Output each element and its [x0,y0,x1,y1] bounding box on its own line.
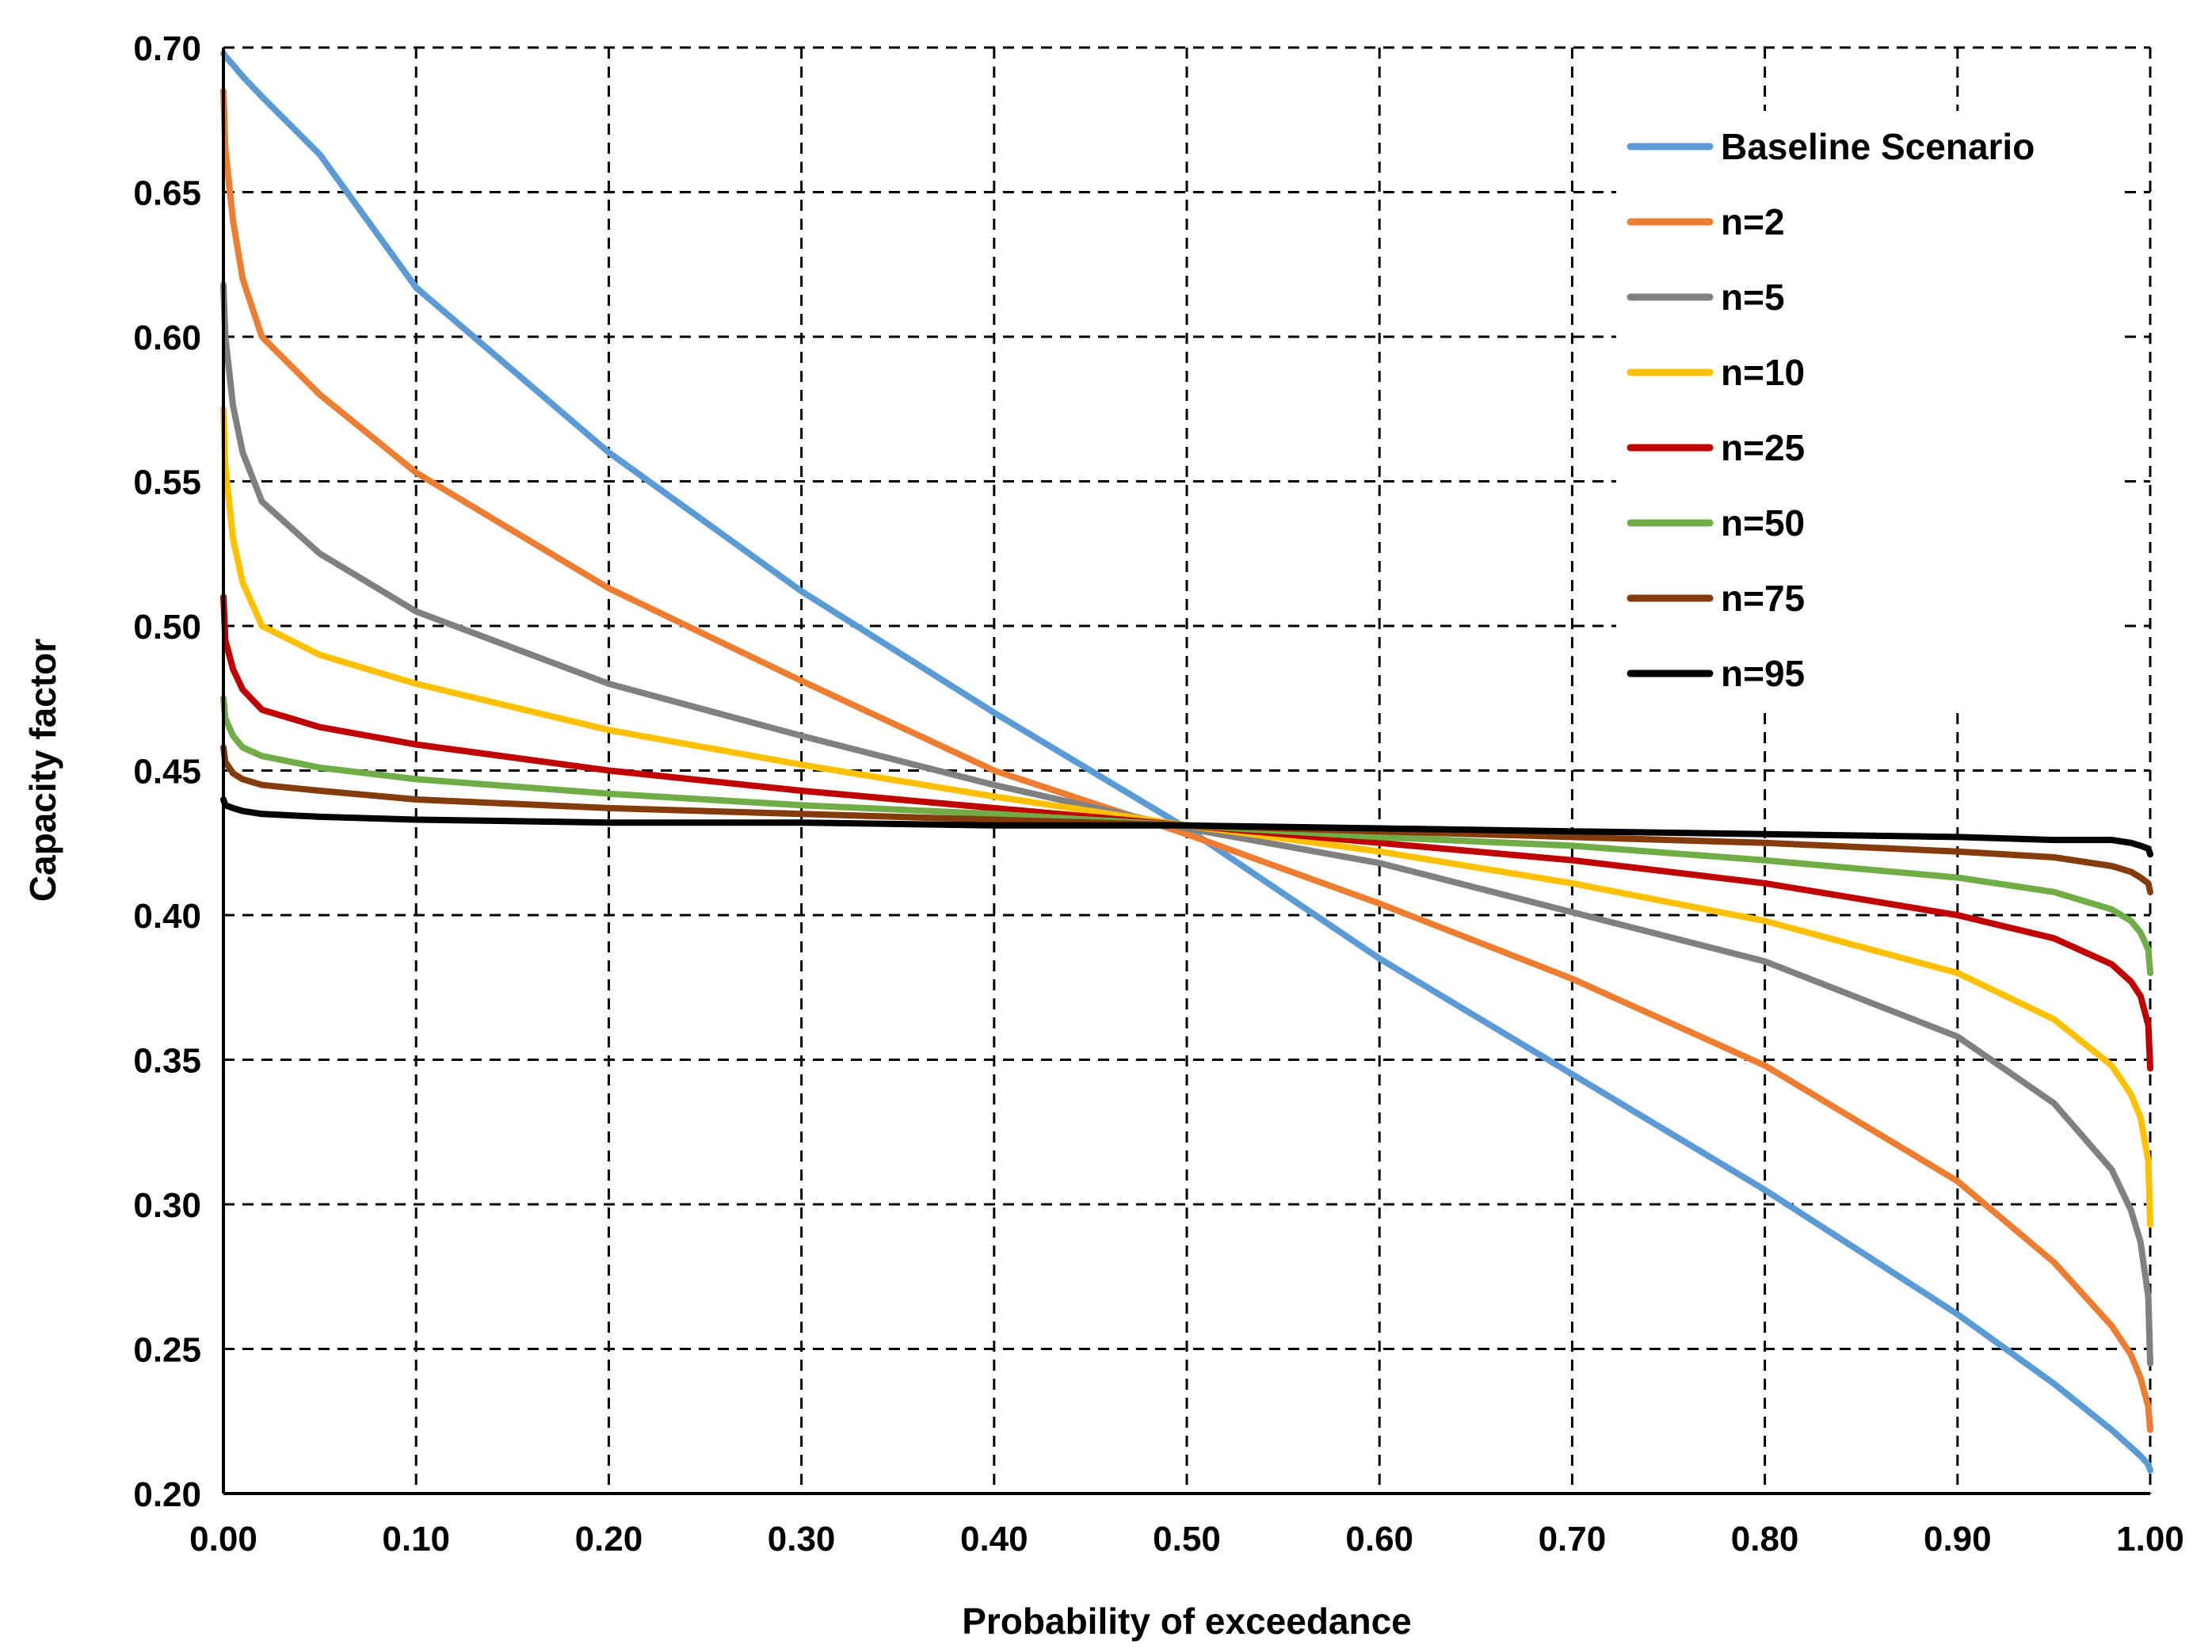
x-tick-label: 0.40 [960,1520,1028,1559]
series-line-n-2 [220,87,2153,1433]
x-tick-label: 0.50 [1153,1520,1221,1559]
y-tick-label: 0.70 [133,29,201,68]
x-tick-label: 0.20 [575,1520,643,1559]
x-tick-label: 0.60 [1345,1520,1413,1559]
y-tick-label: 0.55 [133,464,201,502]
legend-label-n-10: n=10 [1721,352,1805,393]
y-tick-labels: 0.20 0.25 0.30 0.35 0.40 0.45 0.50 0.55 0.60 0.65… [133,29,201,1514]
y-tick-label: 0.20 [133,1475,201,1514]
x-tick-label: 0.90 [1924,1520,1992,1559]
y-tick-label: 0.45 [133,753,201,792]
y-tick-label: 0.40 [133,897,201,936]
x-tick-label: 0.10 [382,1520,450,1559]
x-tick-label: 0.30 [768,1520,836,1559]
y-axis-title: Capacity factor [22,639,63,902]
legend-label-n-95: n=95 [1721,653,1805,694]
legend-label-n-75: n=75 [1721,578,1805,619]
legend: Baseline Scenario n=2 n=5 n=10 n=25 n=50 n=75 n… [1616,111,2123,713]
x-axis-title: Probability of exceedance [962,1600,1412,1642]
legend-background [1616,111,2123,713]
legend-label-baseline-scenario: Baseline Scenario [1721,126,2035,167]
legend-label-n-50: n=50 [1721,502,1805,544]
x-tick-label: 1.00 [2116,1520,2184,1559]
x-tick-labels: 0.00 0.10 0.20 0.30 0.40 0.50 0.60 0.70 0.80 0.90… [189,1520,2184,1559]
y-tick-label: 0.30 [133,1186,201,1225]
x-tick-label: 0.00 [189,1520,257,1559]
axes [222,48,2150,1495]
series-lines [220,50,2153,1474]
y-tick-label: 0.50 [133,608,201,647]
y-tick-label: 0.35 [133,1042,201,1081]
x-tick-label: 0.80 [1731,1520,1799,1559]
y-tick-label: 0.60 [133,319,201,357]
series-line-n-95 [220,796,2153,858]
legend-label-n-2: n=2 [1721,201,1785,242]
x-tick-label: 0.70 [1539,1520,1607,1559]
y-tick-label: 0.65 [133,174,201,213]
legend-label-n-25: n=25 [1721,427,1805,468]
y-tick-label: 0.25 [133,1331,201,1370]
legend-label-n-5: n=5 [1721,277,1785,318]
